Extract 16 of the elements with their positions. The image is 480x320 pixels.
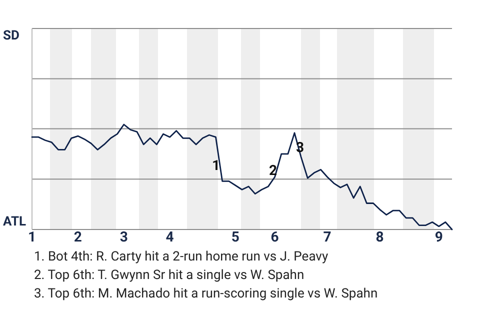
x-tick-label: 2 — [74, 230, 82, 246]
text: 1. Bot 4th: R. Carty hit a 2-run home run vs J. Peavy — [34, 250, 328, 264]
text: 3. Top 6th: M. Machado hit a run-scoring single vs W. Spahn — [34, 286, 378, 302]
x-tick-label: 4 — [166, 230, 174, 246]
text: 2. Top 6th: T. Gwynn Sr hit a single vs W. Spahn — [34, 268, 304, 283]
x-tick-label: 5 — [231, 230, 240, 246]
text: SD — [3, 28, 20, 44]
x-tick-label: 9 — [434, 230, 443, 246]
x-tick-label: 8 — [376, 230, 384, 246]
x-tick-label: 3 — [120, 230, 128, 246]
x-tick-label: 1 — [28, 230, 36, 246]
x-tick-label: 6 — [270, 230, 279, 246]
annotation: 2 — [268, 163, 278, 179]
text: ATL — [3, 214, 26, 230]
x-tick-label: 7 — [323, 230, 332, 246]
annotation: 1 — [212, 158, 220, 174]
